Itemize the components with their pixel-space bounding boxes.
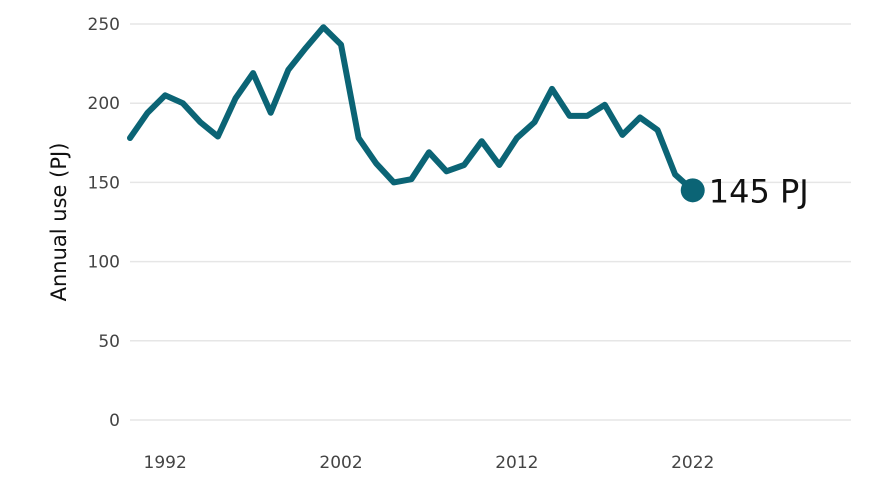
y-tick-label-250: 250 <box>88 15 120 35</box>
y-tick-label-0: 0 <box>109 411 120 431</box>
y-tick-labels: 0 50 100 150 200 250 <box>88 15 120 431</box>
y-axis-label: Annual use (PJ) <box>47 143 71 302</box>
x-tick-label-2002: 2002 <box>319 453 362 473</box>
end-value-label: 145 PJ <box>709 172 809 210</box>
x-tick-label-2022: 2022 <box>671 453 714 473</box>
y-tick-label-100: 100 <box>88 253 120 273</box>
x-tick-label-1992: 1992 <box>144 453 187 473</box>
y-tick-label-200: 200 <box>88 94 120 114</box>
y-tick-label-50: 50 <box>98 332 120 352</box>
x-tick-label-2012: 2012 <box>495 453 538 473</box>
y-tick-label-150: 150 <box>88 173 120 193</box>
series-line <box>127 24 696 194</box>
series-layer <box>127 24 705 203</box>
grid-lines <box>130 23 851 421</box>
end-point-marker <box>680 178 705 203</box>
x-tick-labels: 1992 2002 2012 2022 <box>144 453 715 473</box>
